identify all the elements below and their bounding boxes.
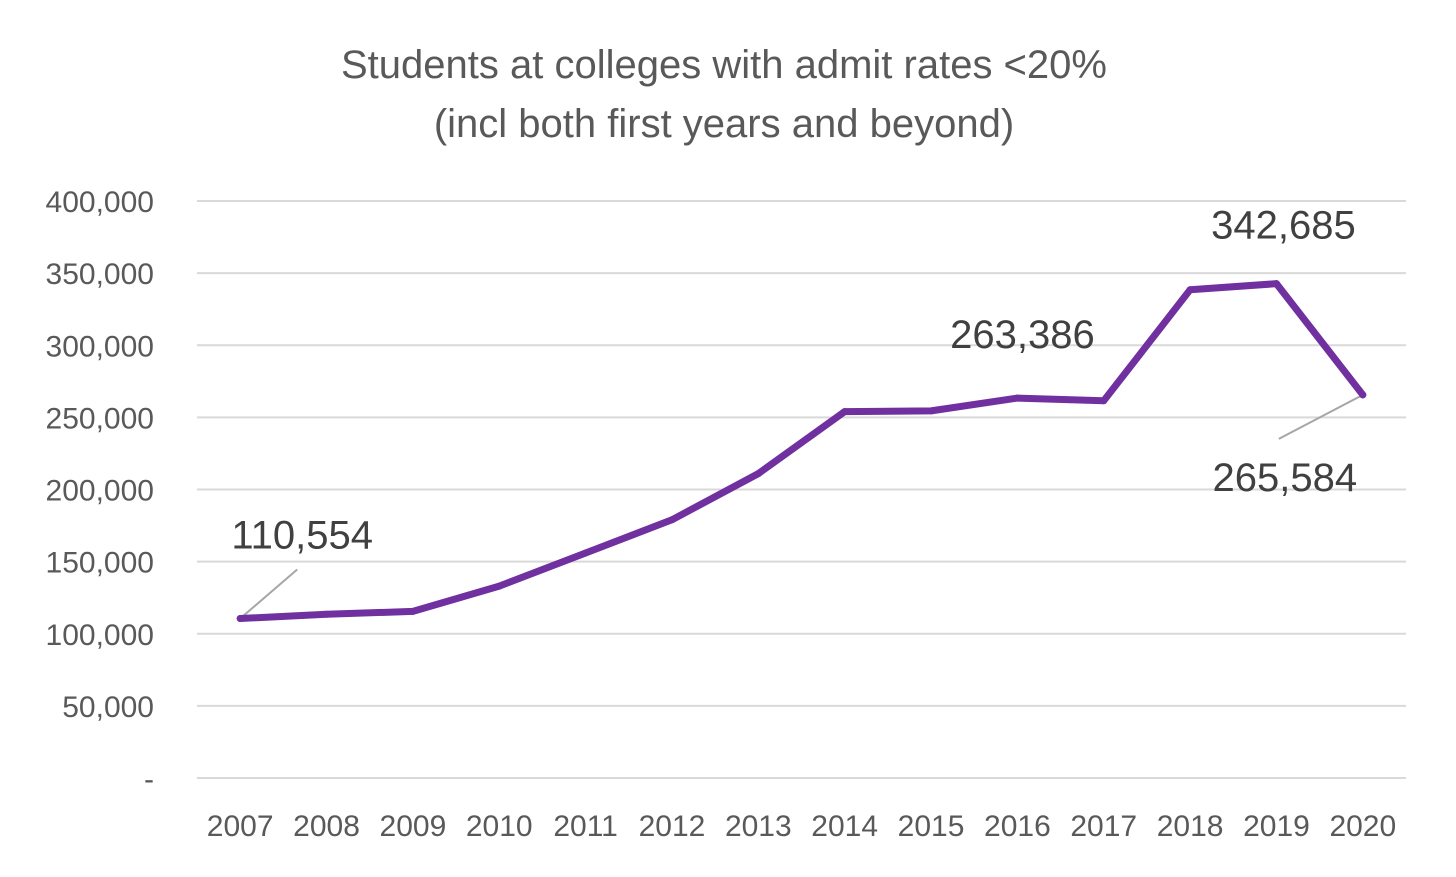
y-tick-label: 350,000 — [46, 258, 154, 291]
gridlines — [197, 200, 1406, 779]
x-tick-label: 2009 — [380, 810, 447, 843]
chart-title: Students at colleges with admit rates <2… — [341, 43, 1107, 87]
annotation-leader-lines — [239, 394, 1364, 620]
x-tick-label: 2010 — [466, 810, 533, 843]
x-tick-label: 2007 — [207, 810, 274, 843]
data-point — [1100, 397, 1108, 405]
annotation-leader — [1278, 394, 1364, 440]
chart-subtitle: (incl both first years and beyond) — [434, 102, 1014, 146]
data-point — [1013, 394, 1021, 402]
x-axis-tick-labels: 2007 2008 2009 2010 2011 2012 2013 2014 2015 2016… — [207, 810, 1396, 843]
y-tick-label: - — [144, 763, 154, 796]
x-tick-label: 2019 — [1243, 810, 1310, 843]
x-tick-label: 2020 — [1329, 810, 1396, 843]
series-line — [236, 280, 1367, 623]
data-point — [754, 470, 762, 478]
y-tick-label: 250,000 — [46, 402, 154, 435]
y-tick-label: 150,000 — [46, 547, 154, 580]
data-point — [409, 607, 417, 615]
data-point — [1186, 286, 1194, 294]
y-tick-label: 100,000 — [46, 619, 154, 652]
x-tick-label: 2015 — [898, 810, 965, 843]
data-point — [582, 549, 590, 557]
data-label: 265,584 — [1213, 456, 1358, 500]
data-annotations: 110,554 263,386 342,685 265,584 — [231, 204, 1357, 558]
data-label: 110,554 — [231, 514, 373, 558]
series-layer — [236, 280, 1367, 623]
data-point — [323, 610, 331, 618]
y-axis-tick-labels: - 50,000 100,000 150,000 200,000 250,000 300,0… — [46, 186, 154, 796]
data-point — [927, 407, 935, 415]
x-tick-label: 2016 — [984, 810, 1051, 843]
data-label: 263,386 — [950, 313, 1095, 357]
x-tick-label: 2012 — [639, 810, 706, 843]
y-tick-label: 200,000 — [46, 475, 154, 508]
x-tick-label: 2014 — [811, 810, 878, 843]
data-point — [668, 516, 676, 524]
x-tick-label: 2018 — [1157, 810, 1224, 843]
data-label: 342,685 — [1211, 204, 1356, 248]
x-tick-label: 2017 — [1070, 810, 1137, 843]
data-point — [1359, 391, 1367, 399]
data-point — [495, 582, 503, 590]
data-point — [1272, 280, 1280, 288]
x-tick-label: 2013 — [725, 810, 792, 843]
y-tick-label: 50,000 — [62, 691, 154, 724]
x-tick-label: 2011 — [553, 810, 618, 843]
y-tick-label: 400,000 — [46, 186, 154, 219]
y-tick-label: 300,000 — [46, 330, 154, 363]
x-tick-label: 2008 — [293, 810, 360, 843]
data-point — [236, 615, 244, 623]
data-point — [841, 408, 849, 416]
annotation-leader — [239, 568, 298, 620]
